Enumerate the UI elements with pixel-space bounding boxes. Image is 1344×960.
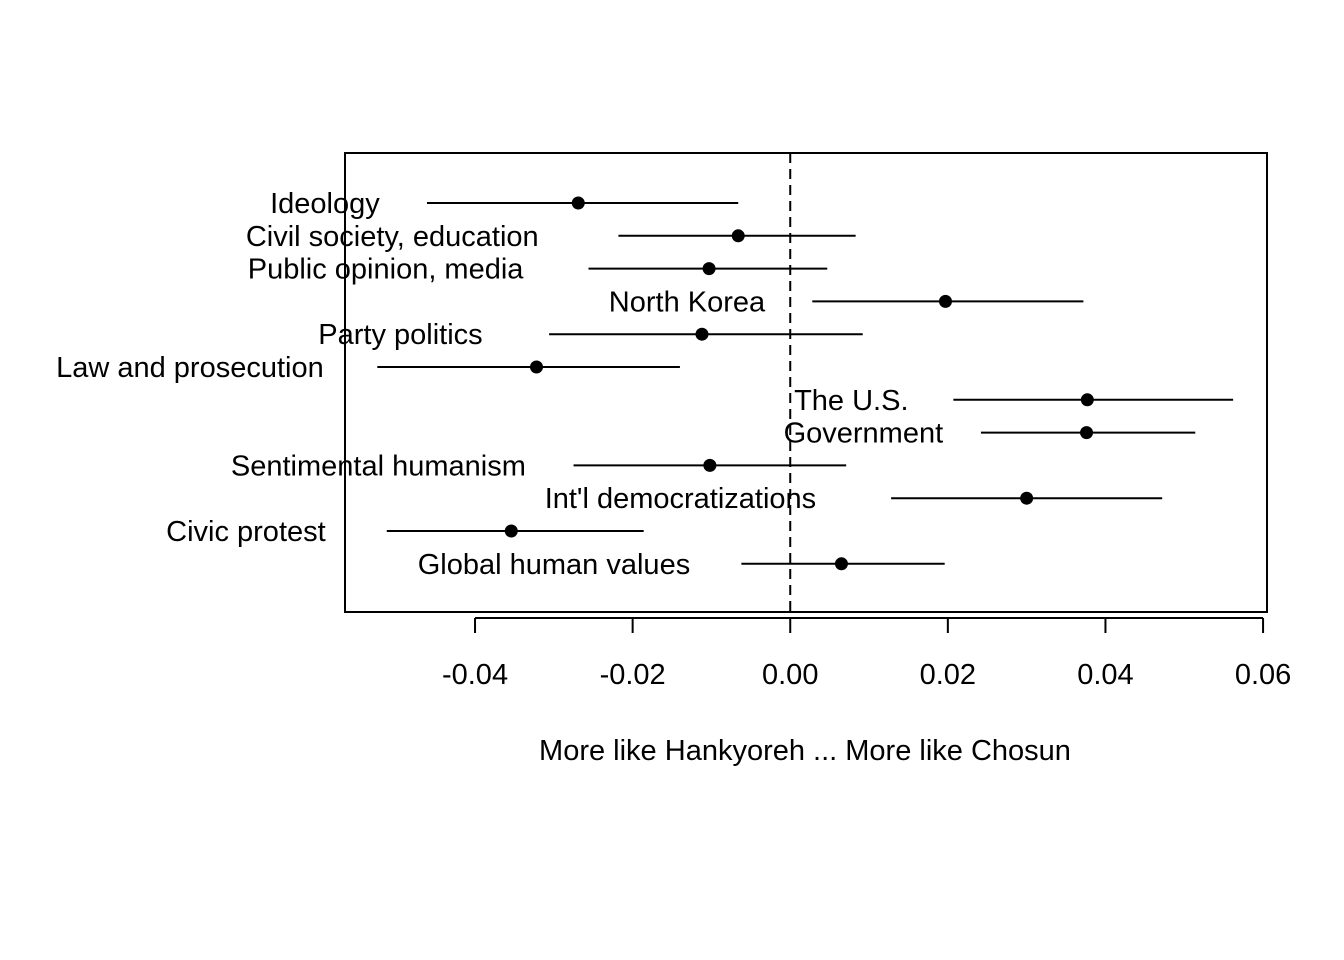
point-label: Global human values (418, 549, 690, 581)
x-tick-label: 0.04 (1077, 659, 1133, 691)
x-tick-label: 0.00 (762, 659, 818, 691)
estimate-point (695, 327, 709, 341)
x-axis-label: More like Hankyoreh ... More like Chosun (539, 735, 1071, 767)
estimate-point (702, 262, 716, 276)
point-label: Government (784, 418, 944, 450)
point-label: Civil society, education (246, 221, 539, 253)
estimate-point (938, 294, 952, 308)
x-tick-label: 0.02 (920, 659, 976, 691)
estimate-point (1020, 491, 1034, 505)
plot-frame (344, 152, 1268, 613)
x-tick-label: 0.06 (1235, 659, 1291, 691)
point-label: The U.S. (794, 385, 908, 417)
point-label: North Korea (609, 286, 766, 318)
estimate-point (1080, 426, 1094, 440)
estimate-point (703, 458, 717, 472)
estimate-point (731, 229, 745, 243)
x-tick-label: -0.04 (442, 659, 508, 691)
estimate-point (571, 196, 585, 210)
point-label: Law and prosecution (56, 352, 324, 384)
estimate-point (504, 524, 518, 538)
point-label: Party politics (318, 319, 482, 351)
point-label: Sentimental humanism (231, 450, 526, 482)
estimate-point (529, 360, 543, 374)
point-label: Public opinion, media (248, 254, 525, 286)
point-label: Civic protest (166, 516, 326, 548)
point-label: Ideology (270, 188, 380, 220)
estimate-point (1080, 393, 1094, 407)
point-label: Int'l democratizations (545, 483, 817, 515)
estimate-point (834, 557, 848, 571)
x-axis: -0.04 -0.02 0.00 0.02 0.04 0.06 (442, 617, 1291, 691)
x-tick-label: -0.02 (600, 659, 666, 691)
